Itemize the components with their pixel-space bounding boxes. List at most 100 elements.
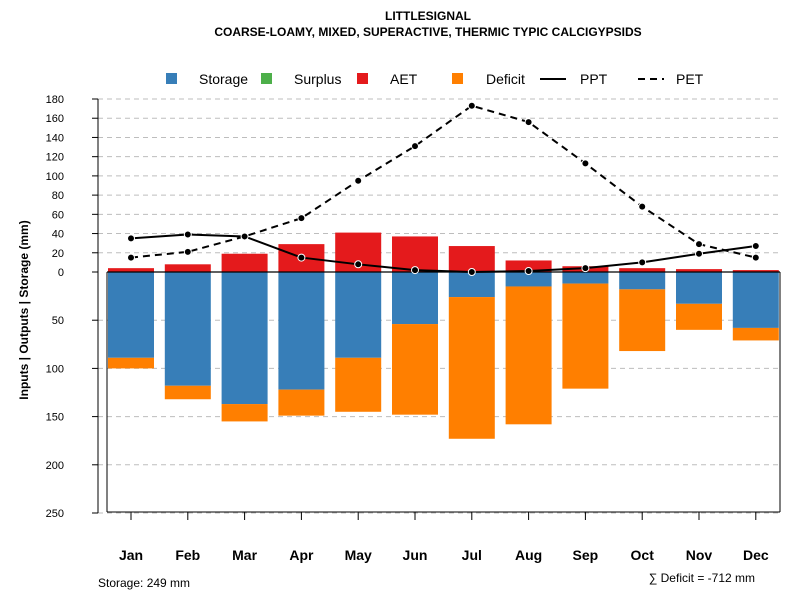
pet-point [127,253,135,262]
storage-bar [335,272,382,358]
aet-bar [676,269,722,272]
y-tick-label-lower: 50 [52,315,64,327]
y-tick-label-upper: 40 [52,229,64,241]
deficit-bar [619,289,666,352]
y-tick-label-upper: 0 [58,267,64,279]
month-label: Oct [631,547,655,563]
ppt-point [127,234,135,243]
aet-bar [505,260,552,272]
storage-bar [676,272,722,304]
pet-point [411,142,419,151]
aet-bar [164,264,211,272]
deficit-bar [335,357,382,412]
storage-bar [448,272,495,298]
ppt-line [130,233,756,274]
legend: Storage Surplus AET Deficit PPT PET [166,71,704,87]
y-tick-label-upper: 80 [52,190,64,202]
ppt-point [581,264,590,273]
pet-point [638,202,647,211]
legend-label-pet: PET [676,71,704,87]
pet-point [751,253,760,262]
month-label: Jan [119,547,143,563]
chart-subtitle: COARSE-LOAMY, MIXED, SUPERACTIVE, THERMI… [214,25,641,39]
month-label: Apr [289,547,314,563]
deficit-bar [562,283,609,389]
axes: 0 20 40 60 80 100 120 140 160 180 50 100 150 200 250 Ja… [46,94,781,563]
y-tick-label-lower: 100 [46,363,64,375]
pet-point [524,118,533,127]
storage-bar [619,272,666,290]
ppt-point [524,267,533,276]
ppt-point [354,260,363,269]
storage-bar [164,272,211,386]
y-tick-label-lower: 150 [46,412,64,424]
deficit-bar [448,297,495,439]
storage-bar [278,272,325,390]
chart-title: LITTLESIGNAL [385,9,471,23]
legend-swatch-deficit [452,73,463,84]
ppt-point [695,249,703,258]
deficit-bar [108,357,154,369]
gridlines [98,98,780,514]
legend-label-ppt: PPT [580,71,608,87]
legend-label-storage: Storage [199,71,248,87]
y-tick-label-upper: 100 [46,171,64,183]
y-axis-label: Inputs | Outputs | Storage (mm) [17,220,31,399]
month-label: Mar [232,547,257,563]
aet-bar [732,270,779,272]
y-tick-label-upper: 60 [52,209,64,221]
month-label: Aug [515,547,542,563]
deficit-summary: ∑ Deficit = -712 mm [649,571,755,585]
legend-label-deficit: Deficit [486,71,525,87]
aet-bar [392,236,438,272]
storage-bar [221,272,268,405]
pet-point [695,240,703,249]
aet-bar [448,246,495,272]
y-tick-label-upper: 120 [46,152,64,164]
ppt-point [297,253,306,262]
deficit-bar [221,404,268,422]
storage-bar [562,272,609,284]
pet-point [581,159,590,168]
bars [108,232,779,439]
legend-label-aet: AET [390,71,418,87]
storage-bar [392,272,438,325]
ppt-point [638,258,647,267]
month-label: Sep [573,547,599,563]
aet-bar [108,268,154,272]
month-label: Nov [686,547,713,563]
deficit-bar [676,303,722,330]
y-tick-label-lower: 200 [46,460,64,472]
deficit-bar [505,286,552,425]
deficit-bar [732,327,779,341]
legend-swatch-surplus [261,73,272,84]
y-tick-label-upper: 180 [46,94,64,106]
month-label: Dec [743,547,769,563]
deficit-bar [278,389,325,416]
pet-point [467,101,476,110]
month-label: Jun [403,547,428,563]
storage-bar [732,272,779,328]
deficit-bar [164,385,211,400]
ppt-point [751,242,760,251]
legend-swatch-aet [357,73,368,84]
storage-bar [108,272,154,358]
pet-line [130,104,757,259]
ppt-point [411,266,419,275]
y-tick-label-lower: 250 [46,508,64,520]
pet-point [297,214,306,223]
deficit-bar [392,324,438,415]
pet-point [183,247,192,256]
month-label: Feb [175,547,200,563]
storage-bar [505,272,552,287]
legend-label-surplus: Surplus [294,71,341,87]
aet-bar [221,253,268,272]
y-tick-label-upper: 140 [46,132,64,144]
ppt-point [183,230,192,239]
pet-point [354,176,363,185]
aet-bar [619,268,666,272]
y-tick-label-upper: 160 [46,113,64,125]
month-label: Jul [462,547,482,563]
legend-swatch-storage [166,73,177,84]
